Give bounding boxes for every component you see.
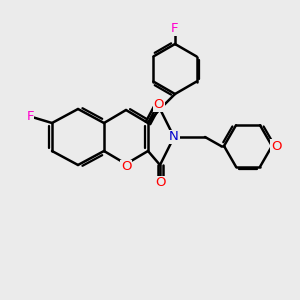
Text: O: O	[154, 98, 164, 112]
Text: O: O	[271, 140, 281, 152]
Text: O: O	[121, 160, 131, 173]
Text: O: O	[155, 176, 165, 190]
Text: F: F	[26, 110, 34, 124]
Text: F: F	[171, 22, 179, 35]
Text: N: N	[169, 130, 179, 143]
